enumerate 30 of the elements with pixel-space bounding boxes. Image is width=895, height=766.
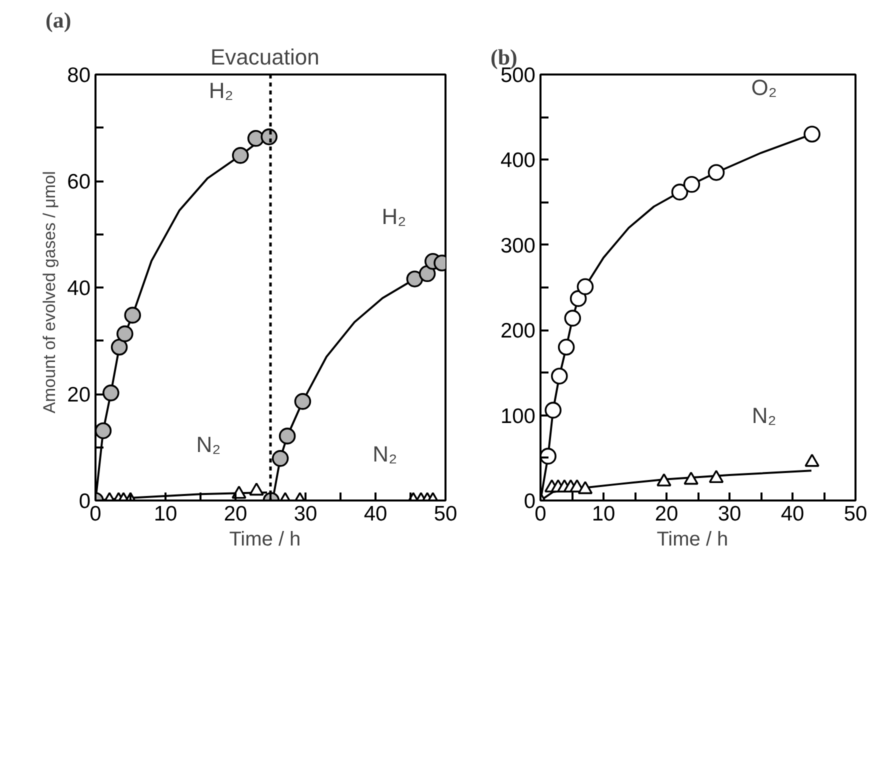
x-tick-label: 10 <box>592 502 616 526</box>
x-tick-label: 20 <box>224 502 248 526</box>
text: N₂ <box>752 403 776 428</box>
x-tick-label: 30 <box>294 502 318 526</box>
series-label: H₂ <box>208 78 234 103</box>
chart-title: (a) <box>46 8 72 32</box>
series-label: N₂ <box>196 432 221 457</box>
y-tick-label: 20 <box>67 384 90 406</box>
x-tick-label: 40 <box>780 502 804 526</box>
x-axis-title: Time / h <box>656 528 728 550</box>
y-tick-label: 60 <box>67 170 90 194</box>
y-tick-label: 100 <box>500 404 536 428</box>
series-label: H₂ <box>382 204 406 230</box>
y-tick-label: 200 <box>500 320 536 343</box>
y-axis-title: Amount of evolved gases / μmol <box>40 171 60 414</box>
y-tick-label: 40 <box>67 277 90 300</box>
x-tick-label: 10 <box>154 502 178 526</box>
x-tick-label: 50 <box>844 502 868 526</box>
y-tick-label: 300 <box>500 234 536 258</box>
y-tick-label: 400 <box>500 149 536 172</box>
y-tick-label: 80 <box>67 64 90 87</box>
x-tick-label: 20 <box>654 502 678 526</box>
x-axis-title: Time / h <box>229 528 301 550</box>
series-label: O₂ <box>751 75 777 100</box>
series-label: N₂ <box>372 442 398 466</box>
chart-title: (b) <box>490 44 518 70</box>
ref-line-label: Evacuation <box>210 44 320 70</box>
x-tick-label: 30 <box>718 502 742 526</box>
x-tick-label: 40 <box>364 502 388 526</box>
x-tick-label: 50 <box>434 502 458 526</box>
